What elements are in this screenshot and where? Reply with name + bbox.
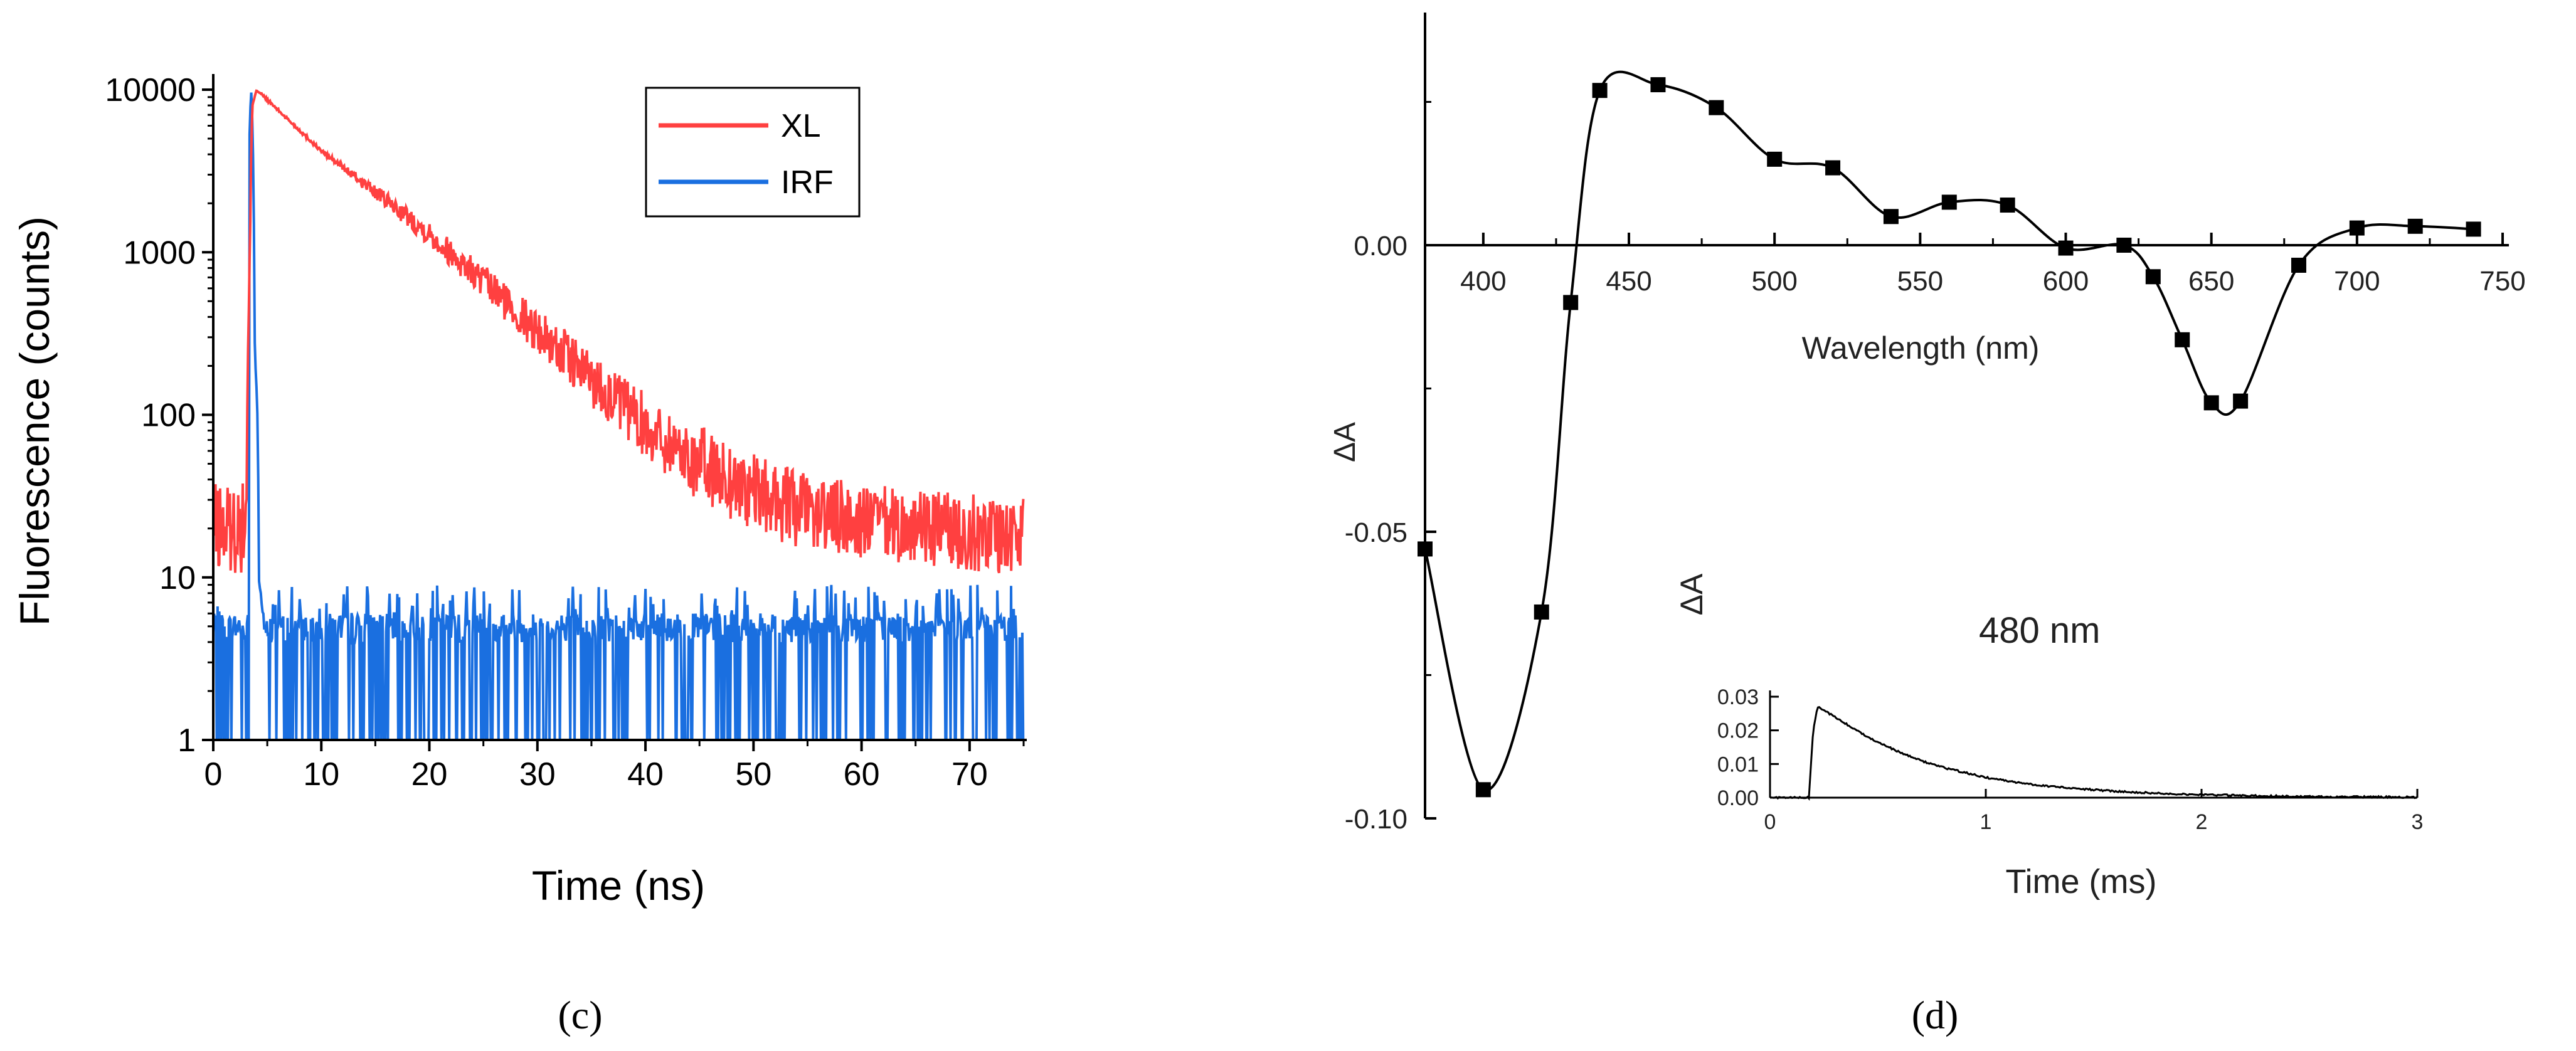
inset-x-tick-label: 3	[2412, 810, 2424, 834]
y-tick-label: 10	[159, 560, 196, 596]
data-point-marker	[1709, 100, 1724, 115]
inset-x-tick-label: 0	[1764, 810, 1776, 834]
y-tick-label: 0.00	[1354, 231, 1407, 261]
legend-box	[645, 87, 861, 218]
x-tick-label: 500	[1751, 266, 1797, 297]
data-point-marker	[1592, 83, 1608, 98]
x-tick-label: 700	[2334, 266, 2380, 297]
x-tick-label: 750	[2479, 266, 2525, 297]
panel-c-label: (c)	[558, 993, 602, 1037]
data-point-marker	[2466, 221, 2481, 237]
panel-c-chart: 0 10 20 30 40 50 60 70 1 10 100 1000 10000 Time (ns) F…	[11, 72, 1027, 909]
data-point-marker	[1941, 194, 1957, 210]
x-tick-label: 550	[1897, 266, 1943, 297]
legend-label-irf: IRF	[781, 164, 834, 201]
inset-y-tick-label: 0.03	[1717, 685, 1759, 709]
x-tick-label: 50	[735, 756, 771, 793]
data-point-marker	[2058, 240, 2074, 256]
inset-x-axis-title: Time (ms)	[2006, 863, 2157, 900]
data-point-marker	[2000, 198, 2015, 213]
x-tick-label: 450	[1606, 266, 1651, 297]
y-tick-label: 1	[178, 722, 196, 759]
x-tick-label: 0	[204, 756, 223, 793]
inset-trace-line	[1769, 705, 2418, 801]
inset-y-tick-label: 0.01	[1717, 753, 1759, 776]
x-tick-label: 10	[303, 756, 339, 793]
data-point-marker	[2233, 393, 2249, 409]
spectrum-line	[1424, 70, 2474, 792]
panel-d-label: (d)	[1912, 993, 1959, 1037]
panel-d-inset-chart: 0 1 2 3 0.00 0.01 0.02 0.03 Time (ms) ΔA 480 nm	[1674, 573, 2423, 900]
data-point-marker	[1563, 295, 1579, 310]
data-point-marker	[1825, 160, 1841, 176]
x-tick-label: 30	[519, 756, 556, 793]
x-tick-label: 600	[2043, 266, 2089, 297]
data-point-marker	[1534, 604, 1549, 620]
inset-y-axis-title: ΔA	[1674, 573, 1709, 615]
data-point-marker	[2203, 395, 2219, 411]
y-tick-label: -0.05	[1345, 517, 1407, 548]
x-tick-label: 20	[411, 756, 448, 793]
data-point-marker	[1767, 151, 1783, 167]
x-tick-label: 650	[2188, 266, 2234, 297]
y-tick-label: 1000	[123, 235, 196, 271]
x-axis-title: Wavelength (nm)	[1802, 330, 2040, 366]
y-axis-title: Fluorescence (counts)	[11, 216, 58, 626]
data-point-marker	[1650, 77, 1666, 93]
data-point-marker	[2116, 238, 2132, 253]
data-point-marker	[1475, 782, 1491, 798]
data-point-marker	[2291, 257, 2306, 273]
y-axis-title: ΔA	[1328, 422, 1362, 462]
series-xl-line	[212, 89, 1025, 574]
y-tick-label: 10000	[105, 72, 196, 108]
data-point-marker	[2407, 218, 2423, 234]
data-point-marker	[1418, 541, 1433, 557]
inset-annotation: 480 nm	[1979, 610, 2100, 651]
inset-x-tick-label: 1	[1980, 810, 1992, 834]
y-tick-label: -0.10	[1345, 804, 1407, 835]
inset-y-tick-label: 0.00	[1717, 786, 1759, 810]
x-tick-label: 400	[1460, 266, 1506, 297]
inset-y-tick-label: 0.02	[1717, 719, 1759, 743]
x-tick-label: 40	[627, 756, 664, 793]
series-irf-line	[212, 92, 1025, 741]
legend-label-xl: XL	[781, 108, 821, 144]
data-point-marker	[2145, 269, 2161, 285]
data-point-marker	[2175, 332, 2190, 347]
panel-d-chart: 400 450 500 550 600 650 700 750 0.00 -0.05 -0.10 Wa…	[1328, 13, 2526, 835]
y-tick-label: 100	[141, 398, 196, 434]
data-point-marker	[2349, 220, 2365, 236]
x-axis-title: Time (ns)	[532, 862, 705, 909]
inset-x-tick-label: 2	[2196, 810, 2208, 834]
x-tick-label: 60	[844, 756, 880, 793]
data-point-marker	[1883, 209, 1899, 224]
x-tick-label: 70	[951, 756, 988, 793]
